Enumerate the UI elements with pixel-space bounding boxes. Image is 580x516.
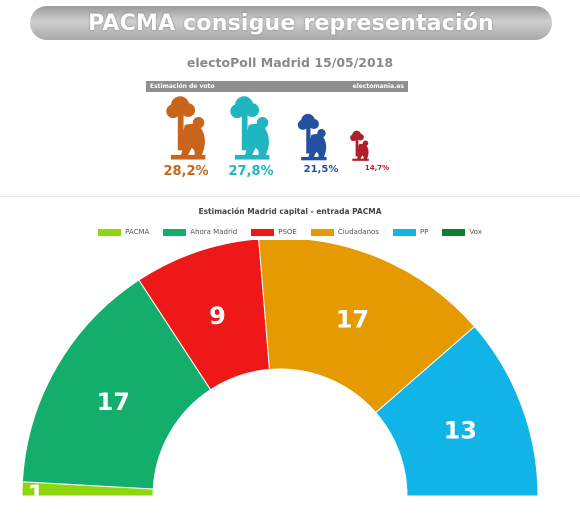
source-label: electomania.es <box>352 83 404 90</box>
legend-item: Ahora Madrid <box>163 228 237 236</box>
bear-madrono-icon <box>228 95 274 162</box>
headline-text: PACMA consigue representación <box>88 10 494 36</box>
legend-label: Ciudadanos <box>337 228 379 236</box>
seat-count-label: 13 <box>444 417 477 445</box>
seat-count-label: 17 <box>336 306 369 334</box>
legend-label: Ahora Madrid <box>190 228 238 236</box>
seat-count-label: 17 <box>97 388 130 416</box>
seat-segment <box>258 240 476 414</box>
poll-percentage: 21,5% <box>303 164 339 175</box>
headline-banner: PACMA consigue representación <box>30 6 552 40</box>
legend-swatch <box>392 228 416 236</box>
estimate-label: Estimación de voto <box>150 83 215 90</box>
seat-count-label: 1 <box>28 480 45 508</box>
legend-label: PSOE <box>278 228 297 236</box>
poll-percentage: 14,7% <box>364 164 390 172</box>
legend-swatch <box>310 228 334 236</box>
seat-segment <box>138 240 271 391</box>
poll-title: electoPoll Madrid 15/05/2018 <box>186 55 394 70</box>
legend-item: PP <box>392 228 429 236</box>
section-divider <box>0 196 580 197</box>
bear-madrono-icon <box>349 130 371 162</box>
legend-swatch <box>251 228 275 236</box>
legend-swatch <box>98 228 122 236</box>
poll-percentage: 27,8% <box>228 164 274 179</box>
legend-item: PACMA <box>98 228 149 236</box>
estimate-bar: Estimación de voto electomania.es <box>146 81 408 92</box>
legend-swatch <box>163 228 187 236</box>
bear-madrono-icon <box>296 113 330 162</box>
bear-madrono-icon <box>164 95 210 162</box>
legend-label: Vox <box>469 228 482 236</box>
chart-title: Estimación Madrid capital - entrada PACM… <box>198 207 382 216</box>
legend-label: PP <box>419 228 429 236</box>
legend-label: PACMA <box>125 228 150 236</box>
chart-legend: PACMA Ahora Madrid PSOE Ciudadanos PP Vox <box>0 228 580 236</box>
seat-count-label: 9 <box>209 302 226 330</box>
seat-segment <box>375 325 539 497</box>
legend-item: Vox <box>442 228 482 236</box>
hemicycle-chart: 1 17 9 17 13 <box>21 240 539 508</box>
legend-swatch <box>442 228 466 236</box>
legend-item: Ciudadanos <box>310 228 379 236</box>
poll-percentage: 28,2% <box>163 164 209 179</box>
seat-segment <box>21 279 212 490</box>
legend-item: PSOE <box>251 228 297 236</box>
poll-panel: 28,2% 27,8% 21,5% 14,7% <box>146 92 408 190</box>
